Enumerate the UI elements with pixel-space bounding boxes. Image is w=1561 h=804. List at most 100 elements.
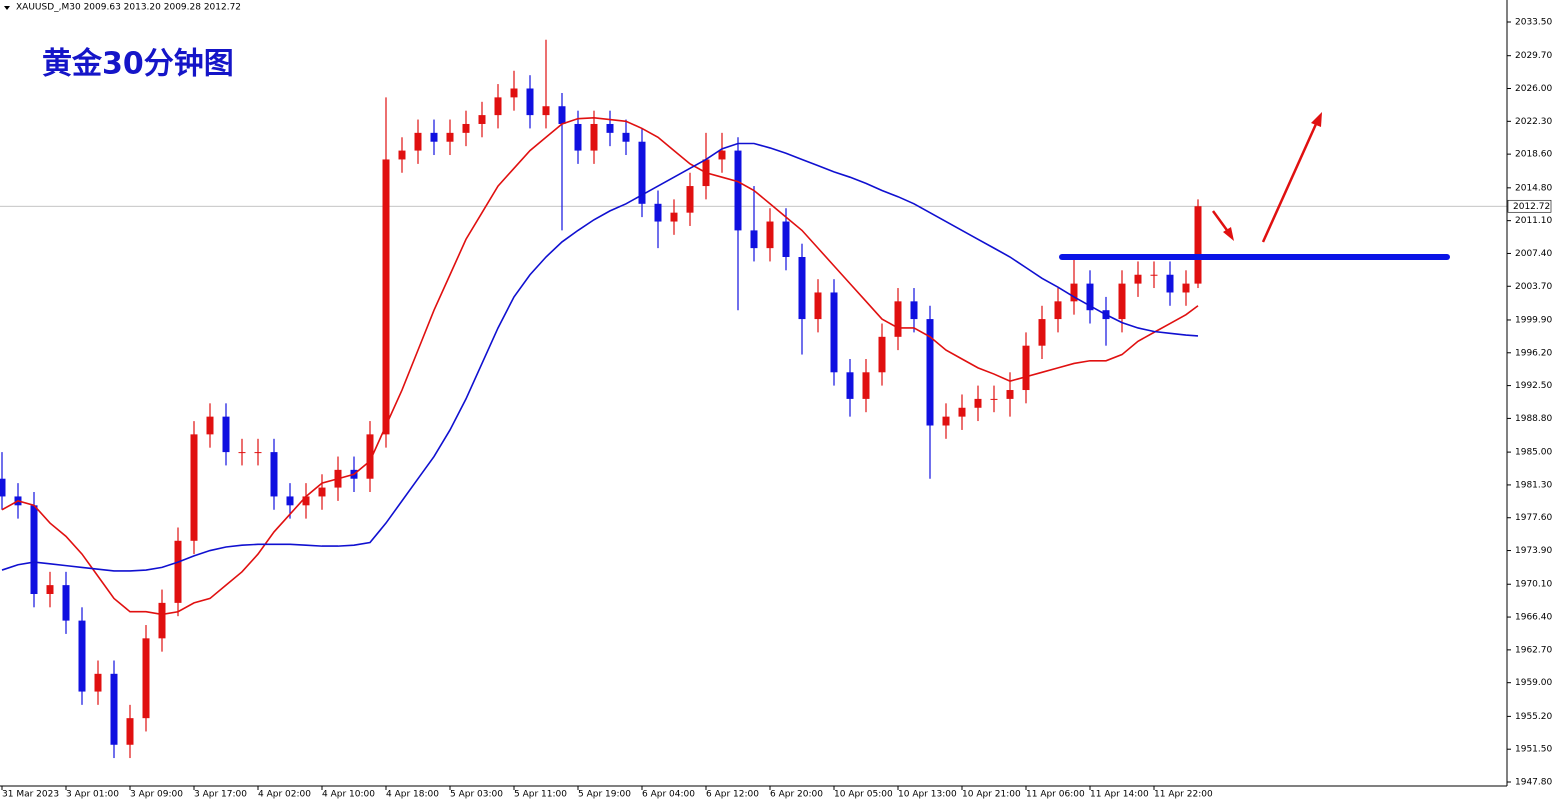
- y-tick-label: 2022.30: [1515, 117, 1552, 127]
- candle-body: [766, 221, 774, 249]
- x-tick-label: 6 Apr 04:00: [642, 790, 695, 800]
- candle-body: [782, 221, 790, 258]
- y-tick-label: 2033.50: [1515, 17, 1552, 27]
- candle-body: [542, 106, 550, 116]
- candle-body: [286, 496, 294, 506]
- candle-body: [1006, 390, 1014, 399]
- candle-body: [942, 416, 950, 426]
- y-tick-label: 1999.90: [1515, 315, 1552, 325]
- candle-body: [174, 540, 182, 603]
- candle-body: [238, 452, 246, 454]
- candle-body: [622, 132, 630, 142]
- x-tick-label: 6 Apr 20:00: [770, 790, 823, 800]
- candle-body: [46, 585, 54, 595]
- y-tick-label: 1985.00: [1515, 448, 1552, 458]
- candle-body: [718, 150, 726, 160]
- candle-body: [574, 123, 582, 151]
- candle-body: [142, 638, 150, 719]
- y-tick-label: 2014.80: [1515, 183, 1552, 193]
- y-tick-label: 1959.00: [1515, 678, 1552, 688]
- candle-body: [1070, 283, 1078, 302]
- candle-body: [926, 319, 934, 426]
- candle-body: [462, 123, 470, 133]
- y-tick-label: 1951.50: [1515, 745, 1552, 755]
- x-tick-label: 3 Apr 09:00: [130, 790, 183, 800]
- candle-body: [1054, 301, 1062, 320]
- candle-body: [398, 150, 406, 160]
- candle-body: [1166, 274, 1174, 293]
- chart-title: 黄金30分钟图: [42, 47, 234, 82]
- x-tick-label: 10 Apr 05:00: [834, 790, 893, 800]
- candle-body: [270, 452, 278, 497]
- candle-body: [478, 115, 486, 124]
- candle-body: [750, 230, 758, 249]
- y-tick-label: 2007.40: [1515, 249, 1552, 259]
- x-tick-label: 5 Apr 19:00: [578, 790, 631, 800]
- candle-body: [894, 301, 902, 337]
- moving-average: [1, 142, 1199, 572]
- price-label: 2012.72: [1513, 202, 1550, 212]
- x-tick-label: 4 Apr 02:00: [258, 790, 311, 800]
- plot-area: [0, 39, 1507, 759]
- candle-body: [302, 496, 310, 506]
- y-tick-label: 2026.00: [1515, 84, 1552, 94]
- y-tick-label: 1977.60: [1515, 513, 1552, 523]
- y-tick-label: 1970.10: [1515, 580, 1552, 590]
- y-tick-label: 1955.20: [1515, 712, 1552, 722]
- candle-body: [654, 203, 662, 222]
- candle-body: [1134, 274, 1142, 284]
- candle-body: [30, 505, 38, 595]
- header-icon: [4, 6, 10, 10]
- candle-body: [606, 123, 614, 133]
- arrow: [1211, 210, 1231, 234]
- arrow-head: [1311, 112, 1322, 127]
- x-tick-label: 3 Apr 17:00: [194, 790, 247, 800]
- x-tick-label: 31 Mar 2023: [2, 790, 59, 800]
- x-tick-label: 5 Apr 11:00: [514, 790, 567, 800]
- candle-body: [1182, 283, 1190, 293]
- x-tick-label: 4 Apr 18:00: [386, 790, 439, 800]
- candle-body: [254, 452, 262, 454]
- candle-body: [158, 602, 166, 639]
- x-tick-label: 11 Apr 14:00: [1090, 790, 1149, 800]
- candle-body: [1038, 319, 1046, 346]
- candle-body: [798, 257, 806, 320]
- candle-body: [318, 487, 326, 497]
- candle-body: [830, 292, 838, 373]
- y-tick-label: 2011.10: [1515, 216, 1552, 226]
- candle-body: [526, 88, 534, 116]
- candle-body: [110, 673, 118, 745]
- moving-average: [1, 116, 1199, 616]
- candle-body: [590, 123, 598, 151]
- candle-body: [814, 292, 822, 320]
- arrows: [1211, 112, 1322, 243]
- x-tick-label: 11 Apr 22:00: [1154, 790, 1213, 800]
- candle-body: [958, 407, 966, 417]
- candle-body: [78, 620, 86, 692]
- candle-body: [206, 416, 214, 435]
- x-tick-label: 3 Apr 01:00: [66, 790, 119, 800]
- y-tick-label: 1966.40: [1515, 613, 1552, 623]
- arrow: [1261, 123, 1318, 243]
- candle-body: [494, 97, 502, 116]
- x-tick-label: 10 Apr 13:00: [898, 790, 957, 800]
- candle-body: [1194, 206, 1202, 284]
- candle-body: [686, 186, 694, 213]
- arrow-head: [1223, 227, 1234, 241]
- y-tick-label: 1992.50: [1515, 381, 1552, 391]
- candle-body: [910, 301, 918, 320]
- candle-body: [446, 132, 454, 142]
- candle-body: [846, 372, 854, 399]
- y-tick-label: 2029.70: [1515, 51, 1552, 61]
- x-tick-label: 11 Apr 06:00: [1026, 790, 1085, 800]
- x-tick-label: 4 Apr 10:00: [322, 790, 375, 800]
- x-tick-label: 6 Apr 12:00: [706, 790, 759, 800]
- candle-body: [382, 159, 390, 435]
- candle-body: [222, 416, 230, 453]
- candle-body: [94, 673, 102, 692]
- candle-body: [862, 372, 870, 399]
- candle-body: [638, 141, 646, 204]
- x-tick-label: 5 Apr 03:00: [450, 790, 503, 800]
- y-tick-label: 2003.70: [1515, 282, 1552, 292]
